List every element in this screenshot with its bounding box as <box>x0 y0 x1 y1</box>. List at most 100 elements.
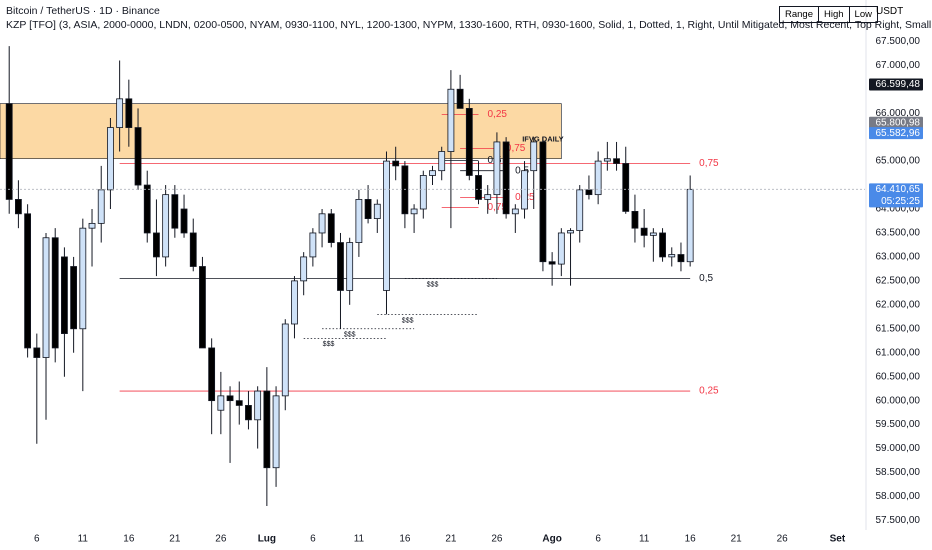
candle-body <box>70 266 78 330</box>
candle-body <box>134 127 142 186</box>
candle-body <box>116 98 124 128</box>
y-tick-label: 61.000,00 <box>876 347 921 358</box>
candle-body <box>309 232 317 258</box>
y-tick-label: 63.500,00 <box>876 228 921 239</box>
candle-body <box>199 266 206 349</box>
candle-body <box>613 158 620 164</box>
x-tick-label: 11 <box>639 534 650 545</box>
candle-body <box>171 194 179 229</box>
candle-body <box>61 256 68 334</box>
candle-body <box>401 165 409 215</box>
y-tick-label: 59.000,00 <box>876 443 921 454</box>
candle-body <box>383 160 390 291</box>
y-tick-label: 58.500,00 <box>876 467 921 478</box>
candle-body <box>235 400 243 406</box>
y-tick-label: 63.000,00 <box>876 252 921 263</box>
x-tick-label: Ago <box>542 534 561 545</box>
candle-body <box>649 232 657 236</box>
candle-body <box>51 237 59 349</box>
candle-body <box>263 390 271 469</box>
candle-body <box>79 227 87 330</box>
annotation: IFVG DAILY <box>522 135 563 144</box>
candle-body <box>97 189 105 224</box>
y-tick-label: 61.500,00 <box>876 323 921 334</box>
candle-body <box>493 141 501 196</box>
x-tick-label: 6 <box>595 534 601 545</box>
level-label: 0,25 <box>699 386 719 397</box>
price-tag-label: 65.800,98 <box>876 117 921 128</box>
candle-body <box>226 395 234 402</box>
candle-body <box>465 108 473 176</box>
candle-body <box>281 323 289 397</box>
candle-body <box>502 141 510 215</box>
x-tick-label: 6 <box>310 534 316 545</box>
candle-body <box>521 170 528 210</box>
y-tick-label: 60.000,00 <box>876 395 921 406</box>
candle-body <box>659 232 666 258</box>
control-button[interactable]: Range <box>780 7 819 22</box>
candle-body <box>217 395 225 411</box>
candle-body <box>364 199 372 219</box>
currency[interactable]: USDT <box>876 6 904 17</box>
control-button[interactable]: Low <box>854 9 872 20</box>
level-label: 0,25 <box>488 109 508 120</box>
candle-body <box>291 280 298 325</box>
candle-body <box>189 232 197 267</box>
candle-body <box>447 88 455 152</box>
candle-body <box>438 151 446 172</box>
price-tag <box>869 116 923 129</box>
x-tick-label: 21 <box>731 534 743 545</box>
candle-body <box>327 213 335 243</box>
candle-body <box>640 227 648 236</box>
candle-body <box>254 390 262 421</box>
candle-body <box>410 208 418 215</box>
candle-body <box>300 256 308 282</box>
liquidity-label: $$$ <box>344 332 356 339</box>
indicator-line: KZP [TFO] (3, ASIA, 2000-0000, LNDN, 020… <box>6 19 932 31</box>
candle-body <box>355 199 363 243</box>
candle-body <box>272 395 280 469</box>
candle-body <box>585 189 593 196</box>
y-tick-label: 62.500,00 <box>876 276 921 287</box>
y-tick-label: 58.000,00 <box>876 491 921 502</box>
candle-body <box>33 347 41 358</box>
y-tick-label: 59.500,00 <box>876 419 921 430</box>
x-tick-label: Lug <box>258 534 276 545</box>
x-tick-label: 26 <box>491 534 503 545</box>
countdown: 05:25:25 <box>881 196 920 207</box>
candle-body <box>548 261 556 265</box>
level-label: 0,5 <box>699 273 713 284</box>
candle-body <box>318 213 326 234</box>
level-label: 0,75 <box>699 158 719 169</box>
candle-body <box>15 199 22 215</box>
y-tick-label: 64.000,00 <box>876 204 921 215</box>
x-tick-label: 26 <box>215 534 227 545</box>
candle-body <box>107 127 114 191</box>
candle-body <box>180 208 188 234</box>
price-tag <box>869 127 923 140</box>
candle-body <box>143 184 151 234</box>
liquidity-label: $$$ <box>427 281 439 288</box>
candle-body <box>622 163 630 212</box>
candle-body <box>337 242 344 291</box>
candle-body <box>125 98 133 128</box>
candle-body <box>594 160 602 196</box>
candle-body <box>346 242 354 291</box>
price-tag <box>869 183 923 208</box>
fvg-zone <box>0 103 562 160</box>
level-label: 0,75 <box>488 202 508 213</box>
price-tag-label: 65.582,96 <box>876 128 921 139</box>
candle-body <box>88 222 96 229</box>
candle-body <box>475 175 482 200</box>
candle-body <box>668 254 676 258</box>
candle-body <box>557 232 565 265</box>
candle-body <box>576 189 584 231</box>
liquidity-label: $$$ <box>402 317 414 324</box>
control-button[interactable]: High <box>819 7 850 22</box>
candle-body <box>419 175 427 210</box>
range-controls: Range High Low <box>779 6 878 23</box>
candle-body <box>373 203 381 219</box>
x-tick-label: 16 <box>685 534 697 545</box>
